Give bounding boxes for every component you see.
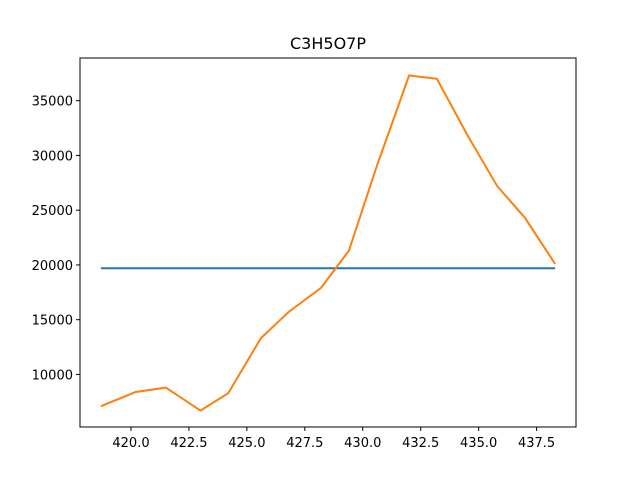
x-tick-label: 430.0 bbox=[344, 436, 381, 451]
y-tick-label: 30000 bbox=[32, 149, 73, 164]
y-tick-label: 15000 bbox=[32, 314, 73, 329]
x-tick-label: 420.0 bbox=[112, 436, 149, 451]
x-tick-label: 437.5 bbox=[518, 436, 555, 451]
chart-title: C3H5O7P bbox=[290, 34, 366, 53]
x-tick-label: 427.5 bbox=[286, 436, 323, 451]
y-tick-label: 25000 bbox=[32, 204, 73, 219]
x-tick-label: 425.0 bbox=[228, 436, 265, 451]
y-tick-label: 35000 bbox=[32, 95, 73, 110]
x-axis-ticks: 420.0 422.5 425.0 427.5 430.0 432.5 435.0 437.5 bbox=[112, 427, 555, 451]
x-tick-label: 422.5 bbox=[170, 436, 207, 451]
x-tick-label: 435.0 bbox=[460, 436, 497, 451]
y-axis-ticks: 10000 15000 20000 25000 30000 35000 bbox=[32, 95, 80, 383]
series-line-1 bbox=[100, 74, 556, 412]
plot-area-frame bbox=[79, 57, 577, 428]
y-tick-label: 10000 bbox=[32, 368, 73, 383]
y-tick-label: 20000 bbox=[32, 259, 73, 274]
series-lines bbox=[100, 74, 556, 412]
x-tick-label: 432.5 bbox=[402, 436, 439, 451]
